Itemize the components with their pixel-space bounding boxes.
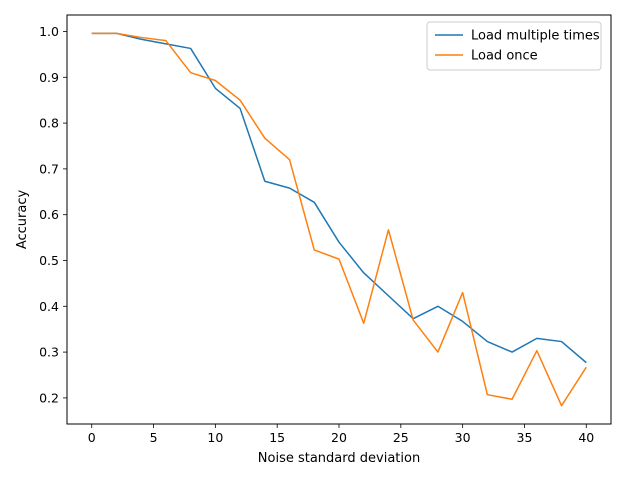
y-tick-label: 0.9 <box>39 70 59 85</box>
x-axis: 0 5 10 15 20 25 30 35 40 <box>88 424 594 445</box>
y-axis-title: Accuracy <box>15 190 30 250</box>
x-tick-label: 25 <box>393 430 409 445</box>
x-tick-label: 15 <box>269 430 285 445</box>
y-tick-label: 0.8 <box>39 116 59 131</box>
y-tick-label: 0.7 <box>39 161 59 176</box>
x-tick-label: 30 <box>455 430 471 445</box>
plot-lines <box>91 32 587 407</box>
x-tick-label: 35 <box>517 430 533 445</box>
legend-label-0: Load multiple times <box>471 29 600 44</box>
y-tick-label: 0.3 <box>39 345 59 360</box>
y-tick-label: 0.5 <box>39 253 59 268</box>
legend-box <box>426 21 602 71</box>
x-tick-label: 5 <box>150 430 158 445</box>
y-tick-label: 1.0 <box>39 24 59 39</box>
series-line-0 <box>91 32 587 364</box>
x-tick-label: 0 <box>88 430 96 445</box>
y-tick-label: 0.6 <box>39 207 59 222</box>
x-tick-label: 20 <box>331 430 347 445</box>
legend-label-1: Load once <box>471 49 538 64</box>
x-tick-label: 40 <box>578 430 594 445</box>
y-axis: 0.2 0.3 0.4 0.5 0.6 0.7 0.8 0.9 1.0 <box>39 24 67 405</box>
x-axis-title: Noise standard deviation <box>258 451 420 466</box>
y-tick-label: 0.2 <box>39 390 59 405</box>
legend: Load multiple times Load once <box>426 21 602 71</box>
y-tick-label: 0.4 <box>39 299 59 314</box>
x-tick-label: 10 <box>207 430 223 445</box>
series-line-1 <box>91 32 587 407</box>
